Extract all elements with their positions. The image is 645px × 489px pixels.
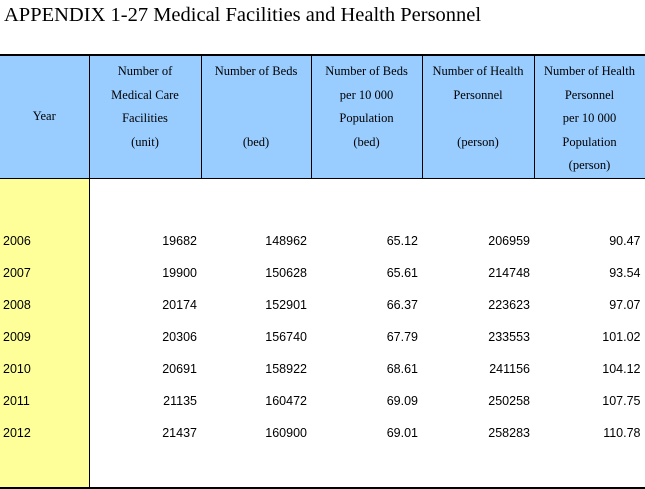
personnel-cell: 206959 bbox=[488, 233, 530, 248]
facilities-cell: 19900 bbox=[162, 265, 197, 280]
spacer-row bbox=[0, 178, 645, 225]
beds-cell: 158922 bbox=[265, 361, 307, 376]
year-cell: 2009 bbox=[0, 320, 90, 353]
table-row: 2010 20691 158922 68.61 241156 104.12 bbox=[0, 352, 645, 385]
personnel-per-10000-cell: 104.12 bbox=[534, 352, 645, 385]
header-beds-per-10000: Number of Beds per 10 000 Population (be… bbox=[310, 54, 422, 179]
beds-cell: 160472 bbox=[265, 393, 307, 408]
facilities-cell: 21437 bbox=[162, 425, 197, 440]
beds-cell: 160900 bbox=[265, 425, 307, 440]
table-row: 2012 21437 160900 69.01 258283 110.78 bbox=[0, 416, 645, 449]
personnel-per-10000-cell: 97.07 bbox=[534, 288, 645, 321]
data-table: Year Number of Medical Care Facilities (… bbox=[0, 54, 645, 489]
beds-per-10000-cell: 66.37 bbox=[386, 297, 418, 312]
year-cell: 2011 bbox=[0, 384, 90, 417]
header-row: Year Number of Medical Care Facilities (… bbox=[0, 54, 645, 179]
year-cell: 2010 bbox=[0, 352, 90, 385]
beds-per-10000-cell: 69.09 bbox=[386, 393, 418, 408]
beds-cell: 152901 bbox=[265, 297, 307, 312]
header-health-personnel: Number of Health Personnel (person) bbox=[421, 54, 534, 179]
personnel-cell: 214748 bbox=[488, 265, 530, 280]
personnel-cell: 241156 bbox=[489, 361, 530, 376]
facilities-cell: 21135 bbox=[163, 393, 197, 408]
facilities-cell: 20306 bbox=[162, 329, 197, 344]
year-cell: 2007 bbox=[0, 256, 90, 289]
year-cell-empty bbox=[0, 178, 90, 225]
personnel-per-10000-cell: 110.78 bbox=[534, 416, 645, 449]
personnel-cell: 250258 bbox=[488, 393, 530, 408]
header-medical-care-facilities: Number of Medical Care Facilities (unit) bbox=[88, 54, 201, 179]
beds-cell: 148962 bbox=[265, 233, 307, 248]
beds-per-10000-cell: 65.12 bbox=[386, 233, 418, 248]
personnel-per-10000-cell: 90.47 bbox=[534, 224, 645, 257]
year-cell: 2008 bbox=[0, 288, 90, 321]
header-number-of-beds: Number of Beds (bed) bbox=[200, 54, 311, 179]
spacer-row bbox=[0, 448, 645, 489]
year-cell: 2012 bbox=[0, 416, 90, 449]
personnel-per-10000-cell: 101.02 bbox=[534, 320, 645, 353]
beds-per-10000-cell: 67.79 bbox=[386, 329, 418, 344]
year-cell: 2006 bbox=[0, 224, 90, 257]
beds-per-10000-cell: 68.61 bbox=[386, 361, 418, 376]
personnel-cell: 258283 bbox=[488, 425, 530, 440]
table-row: 2007 19900 150628 65.61 214748 93.54 bbox=[0, 256, 645, 289]
personnel-cell: 233553 bbox=[488, 329, 530, 344]
page-title: APPENDIX 1-27 Medical Facilities and Hea… bbox=[4, 4, 482, 26]
beds-cell: 156740 bbox=[265, 329, 307, 344]
facilities-cell: 19682 bbox=[162, 233, 197, 248]
personnel-cell: 223623 bbox=[488, 297, 530, 312]
table-row: 2011 21135 160472 69.09 250258 107.75 bbox=[0, 384, 645, 417]
personnel-per-10000-cell: 107.75 bbox=[534, 384, 645, 417]
beds-cell: 150628 bbox=[265, 265, 307, 280]
table-row: 2006 19682 148962 65.12 206959 90.47 bbox=[0, 224, 645, 257]
facilities-cell: 20691 bbox=[162, 361, 197, 376]
beds-per-10000-cell: 69.01 bbox=[386, 425, 418, 440]
table-row: 2009 20306 156740 67.79 233553 101.02 bbox=[0, 320, 645, 353]
header-personnel-per-10000: Number of Health Personnel per 10 000 Po… bbox=[533, 54, 645, 179]
personnel-per-10000-cell: 93.54 bbox=[534, 256, 645, 289]
header-year: Year bbox=[0, 54, 89, 179]
table-row: 2008 20174 152901 66.37 223623 97.07 bbox=[0, 288, 645, 321]
facilities-cell: 20174 bbox=[162, 297, 197, 312]
beds-per-10000-cell: 65.61 bbox=[386, 265, 418, 280]
